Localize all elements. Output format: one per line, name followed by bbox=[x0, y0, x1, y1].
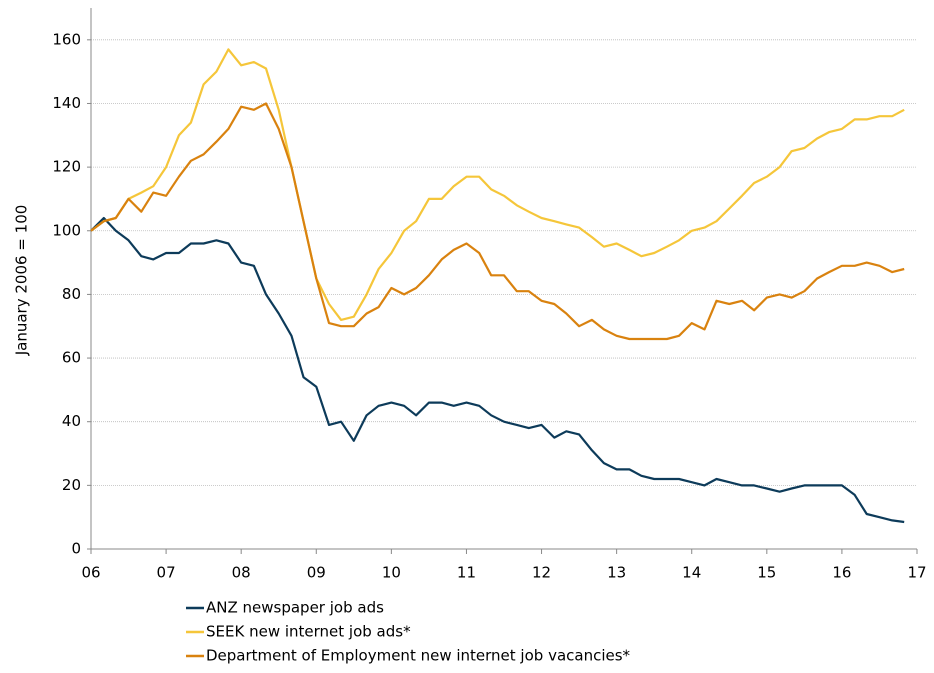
x-tick-label: 16 bbox=[832, 564, 851, 582]
x-tick-label: 07 bbox=[157, 564, 176, 582]
x-tick-label: 14 bbox=[682, 564, 701, 582]
x-tick-label: 09 bbox=[307, 564, 326, 582]
x-tick-label: 15 bbox=[757, 564, 776, 582]
series-line bbox=[90, 48, 905, 321]
y-tick-label: 40 bbox=[62, 412, 81, 430]
x-tick-label: 11 bbox=[457, 564, 476, 582]
x-tick-label: 08 bbox=[232, 564, 251, 582]
y-tick-label: 80 bbox=[62, 285, 81, 303]
series-line bbox=[90, 216, 905, 524]
y-tick-label: 20 bbox=[62, 476, 81, 494]
y-tick-label: 60 bbox=[62, 349, 81, 367]
x-tick-label: 13 bbox=[607, 564, 626, 582]
legend-label: Department of Employment new internet jo… bbox=[206, 647, 631, 665]
x-tick-label: 10 bbox=[382, 564, 401, 582]
y-tick-label: 140 bbox=[52, 94, 81, 112]
y-tick-label: 0 bbox=[71, 540, 81, 558]
y-tick-label: 160 bbox=[52, 30, 81, 48]
x-tick-label: 17 bbox=[907, 564, 926, 582]
series-line bbox=[90, 102, 905, 341]
y-axis-label: January 2006 = 100 bbox=[13, 205, 31, 357]
legend: ANZ newspaper job ads SEEK new internet j… bbox=[186, 599, 631, 665]
x-tick-label: 12 bbox=[532, 564, 551, 582]
legend-label: ANZ newspaper job ads bbox=[206, 599, 384, 617]
y-tick-label: 100 bbox=[52, 221, 81, 239]
y-tick-label: 120 bbox=[52, 158, 81, 176]
x-tick-label: 06 bbox=[81, 564, 100, 582]
legend-label: SEEK new internet job ads* bbox=[206, 623, 411, 641]
